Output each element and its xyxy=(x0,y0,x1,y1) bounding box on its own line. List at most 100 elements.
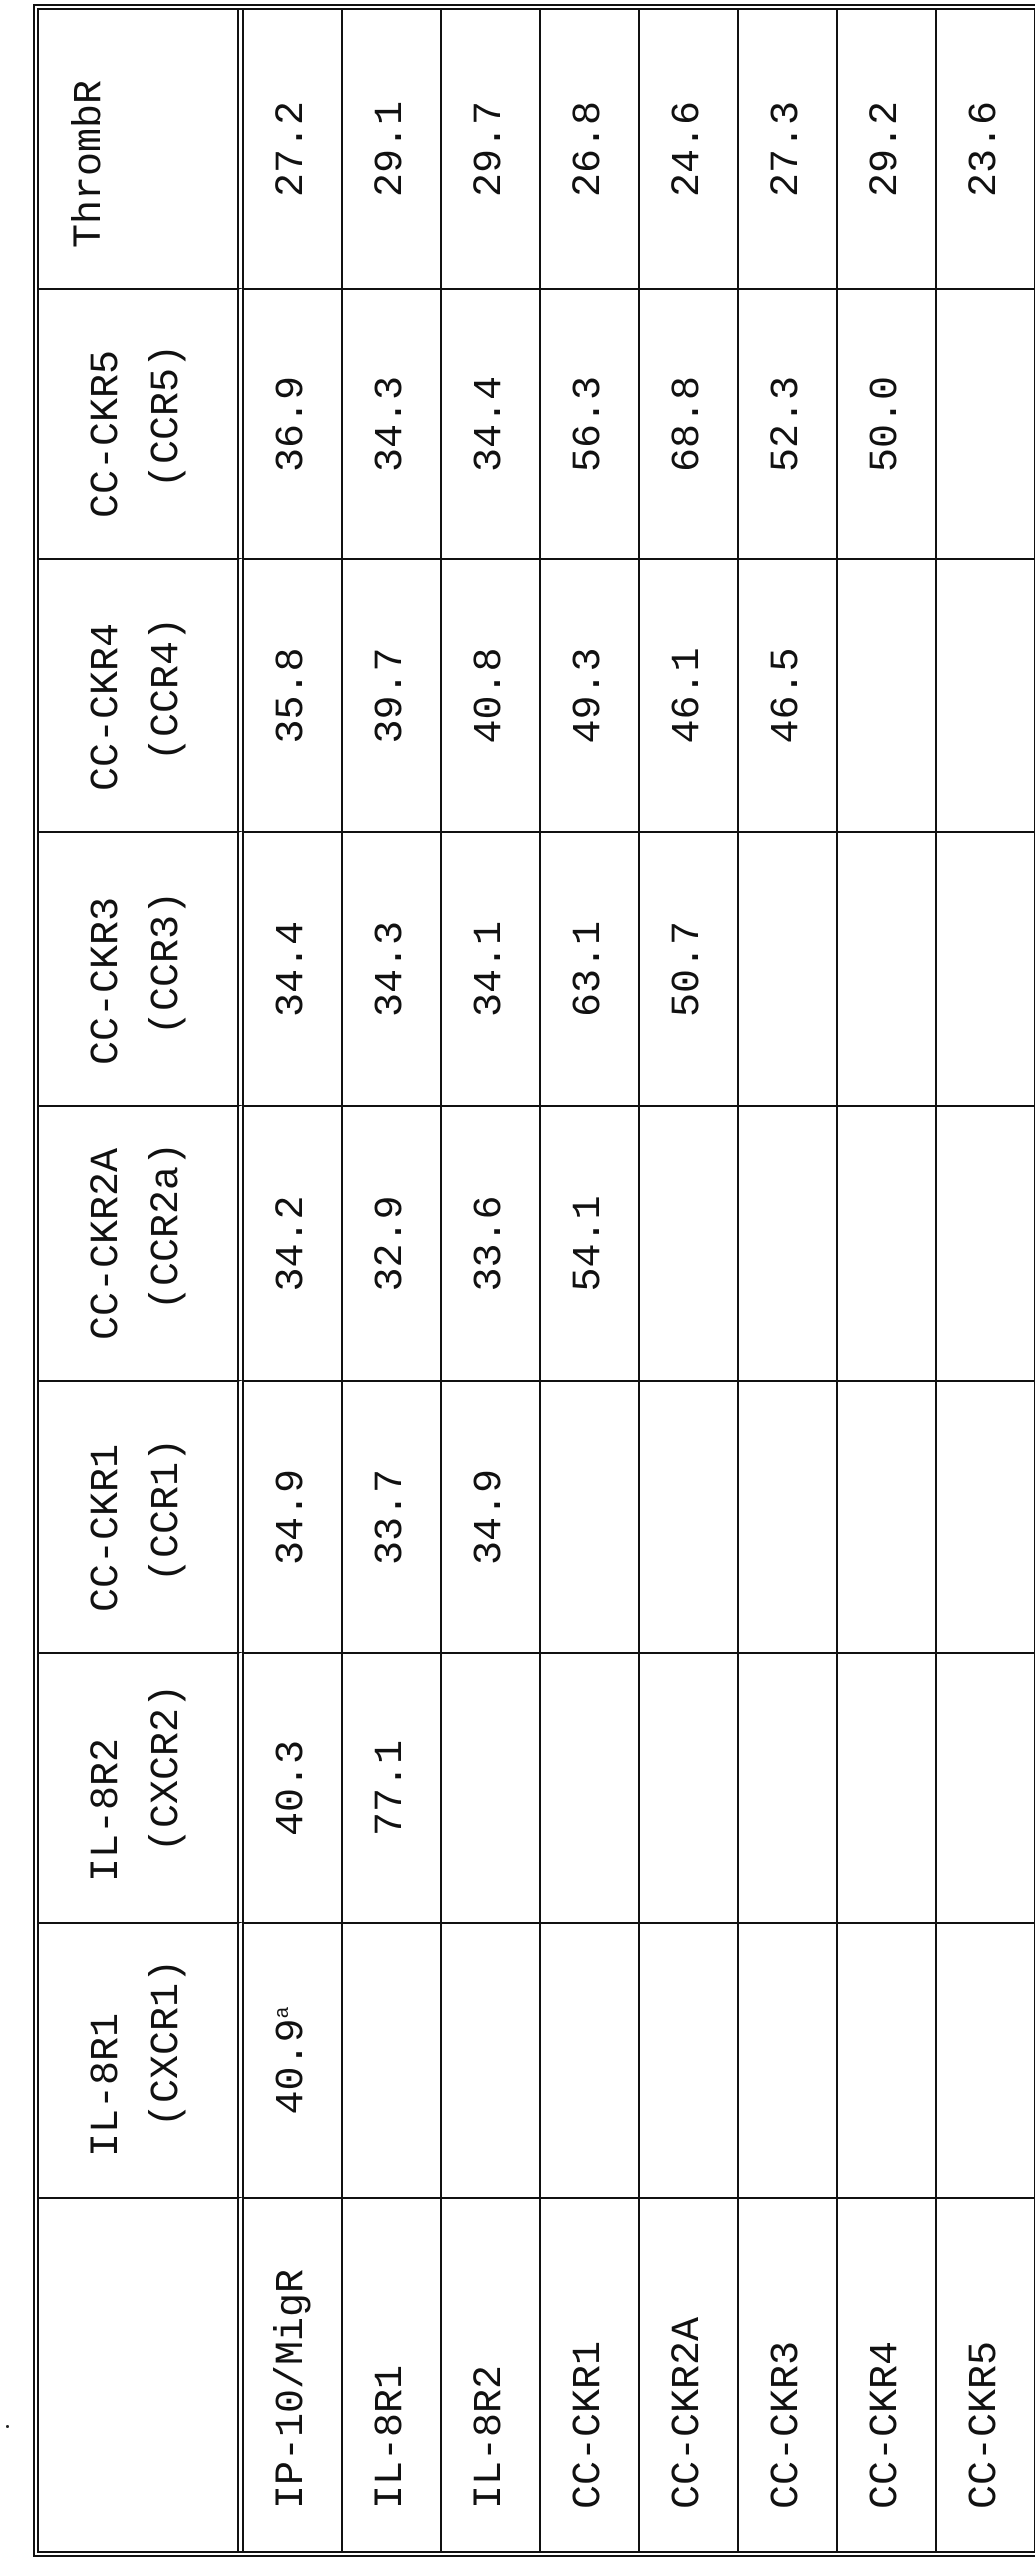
value-cell xyxy=(739,1380,838,1652)
cell-value: 34.2 xyxy=(270,1196,315,1292)
value-cell: 34.9 xyxy=(244,1380,343,1652)
row-label: CC-CKR1 xyxy=(541,2197,640,2551)
value-cell: 34.9 xyxy=(442,1380,541,1652)
value-cell: 29.2 xyxy=(838,10,937,288)
value-cell: 32.9 xyxy=(343,1105,442,1380)
cell-value: 49.3 xyxy=(567,648,612,744)
value-cell: 34.3 xyxy=(343,831,442,1105)
value-cell xyxy=(937,1652,1034,1922)
value-cell xyxy=(640,1105,739,1380)
table-row: CC-CKR3 46.5 52.327.3 xyxy=(739,10,838,2551)
header-row: IL-8R1(CXCR1)IL-8R2(CXCR2)CC-CKR1(CCR1)C… xyxy=(39,10,244,2551)
table-row: IL-8R234.933.634.140.834.429.7 xyxy=(442,10,541,2551)
cell-value: 40.8 xyxy=(468,648,513,744)
value-cell xyxy=(442,1922,541,2197)
cell-value: 50.0 xyxy=(864,376,909,472)
table-row: CC-CKR1 54.1 63.1 49.3 56.3 26.8 xyxy=(541,10,640,2551)
column-alias: (CCR5) xyxy=(138,290,198,518)
row-label: CC-CKR4 xyxy=(838,2197,937,2551)
footnote-marker: a xyxy=(272,2006,295,2018)
table-row: CC-CKR5 23.6 xyxy=(937,10,1034,2551)
column-header-thrombr: ThrombR xyxy=(39,10,244,288)
cell-value: 56.3 xyxy=(567,376,612,472)
value-cell xyxy=(838,558,937,831)
cell-value: 40.3 xyxy=(270,1740,315,1836)
table-row: IL-8R177.133.732.934.339.734.329.1 xyxy=(343,10,442,2551)
rotated-table-container: IL-8R1(CXCR1)IL-8R2(CXCR2)CC-CKR1(CCR1)C… xyxy=(33,16,1010,2557)
cell-value: 33.7 xyxy=(369,1469,414,1565)
cell-value: 35.8 xyxy=(270,648,315,744)
cell-value: 36.9 xyxy=(270,376,315,472)
cell-value: 33.6 xyxy=(468,1196,513,1292)
value-cell xyxy=(739,1922,838,2197)
value-cell: 34.4 xyxy=(442,288,541,558)
value-cell xyxy=(838,1105,937,1380)
value-cell: 39.7 xyxy=(343,558,442,831)
cell-value: 40.9 xyxy=(270,2019,315,2115)
value-cell: 49.3 xyxy=(541,558,640,831)
column-name: CC-CKR1 xyxy=(85,1444,130,1612)
value-cell: 36.9 xyxy=(244,288,343,558)
cell-value: 34.3 xyxy=(369,376,414,472)
value-cell xyxy=(640,1380,739,1652)
value-cell xyxy=(739,1652,838,1922)
value-cell: 27.3 xyxy=(739,10,838,288)
value-cell: 54.1 xyxy=(541,1105,640,1380)
value-cell: 52.3 xyxy=(739,288,838,558)
column-header-cc-ckr4: CC-CKR4(CCR4) xyxy=(39,558,244,831)
column-alias: (CCR4) xyxy=(138,560,198,791)
column-alias: (CCR2a) xyxy=(138,1107,198,1340)
value-cell xyxy=(937,558,1034,831)
cell-value: 26.8 xyxy=(567,101,612,197)
value-cell: 29.1 xyxy=(343,10,442,288)
value-cell xyxy=(640,1922,739,2197)
cell-value: 46.5 xyxy=(765,648,810,744)
cell-value: 46.1 xyxy=(666,648,711,744)
value-cell: 63.1 xyxy=(541,831,640,1105)
column-name: IL-8R1 xyxy=(85,2013,130,2157)
column-header-cc-ckr2a: CC-CKR2A(CCR2a) xyxy=(39,1105,244,1380)
column-name: CC-CKR3 xyxy=(85,897,130,1065)
value-cell xyxy=(343,1922,442,2197)
value-cell: 33.6 xyxy=(442,1105,541,1380)
cell-value: 34.9 xyxy=(468,1469,513,1565)
value-cell: 34.2 xyxy=(244,1105,343,1380)
cell-value: 68.8 xyxy=(666,376,711,472)
value-cell: 40.9a xyxy=(244,1922,343,2197)
value-cell: 27.2 xyxy=(244,10,343,288)
table-row: IP-10/MigR40.9a40.334.934.234.435.836.92… xyxy=(244,10,343,2551)
cell-value: 34.1 xyxy=(468,921,513,1017)
column-alias: (CXCR1) xyxy=(138,1924,198,2157)
value-cell: 34.4 xyxy=(244,831,343,1105)
table-row: CC-CKR4 50.0 29.2 xyxy=(838,10,937,2551)
column-alias: (CXCR2) xyxy=(138,1654,198,1882)
cell-value: 54.1 xyxy=(567,1196,612,1292)
value-cell: 35.8 xyxy=(244,558,343,831)
value-cell xyxy=(937,1380,1034,1652)
cell-value: 32.9 xyxy=(369,1196,414,1292)
value-cell: 50.7 xyxy=(640,831,739,1105)
cell-value: 24.6 xyxy=(666,101,711,197)
scan-speck xyxy=(6,2425,9,2428)
value-cell: 23.6 xyxy=(937,10,1034,288)
row-label: CC-CKR5 xyxy=(937,2197,1034,2551)
value-cell: 46.1 xyxy=(640,558,739,831)
value-cell xyxy=(541,1922,640,2197)
value-cell: 34.3 xyxy=(343,288,442,558)
column-name: CC-CKR2A xyxy=(85,1148,130,1340)
column-header-il-8r2: IL-8R2(CXCR2) xyxy=(39,1652,244,1922)
value-cell xyxy=(442,1652,541,1922)
cell-value: 29.2 xyxy=(864,101,909,197)
column-name: ThrombR xyxy=(68,80,113,248)
value-cell xyxy=(937,1922,1034,2197)
row-label: CC-CKR2A xyxy=(640,2197,739,2551)
row-label: IL-8R1 xyxy=(343,2197,442,2551)
value-cell xyxy=(739,831,838,1105)
value-cell: 77.1 xyxy=(343,1652,442,1922)
row-label: CC-CKR3 xyxy=(739,2197,838,2551)
value-cell xyxy=(739,1105,838,1380)
value-cell xyxy=(541,1380,640,1652)
column-header-il-8r1: IL-8R1(CXCR1) xyxy=(39,1922,244,2197)
cell-value: 29.7 xyxy=(468,101,513,197)
value-cell: 68.8 xyxy=(640,288,739,558)
